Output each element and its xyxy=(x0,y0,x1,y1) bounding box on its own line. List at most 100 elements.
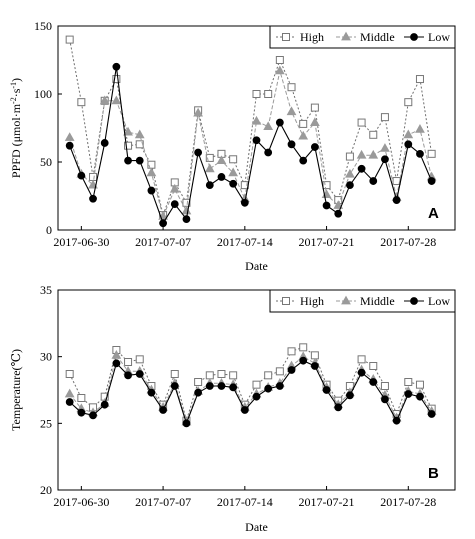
data-point-low xyxy=(404,140,413,149)
y-tick-label: 35 xyxy=(40,283,52,297)
data-point-high xyxy=(135,140,144,149)
series-high xyxy=(65,35,436,220)
data-point-low xyxy=(357,368,366,377)
data-point-middle xyxy=(345,168,355,178)
data-point-low xyxy=(135,156,144,165)
data-point-middle xyxy=(216,155,227,165)
data-point-low xyxy=(194,148,203,157)
data-point-low xyxy=(381,155,389,164)
data-point-middle xyxy=(380,143,390,152)
data-point-middle xyxy=(134,129,145,139)
data-point-low xyxy=(65,398,74,406)
data-point-high xyxy=(380,382,389,390)
data-point-high xyxy=(65,370,74,378)
data-point-low xyxy=(416,392,424,401)
data-point-middle xyxy=(123,126,133,136)
data-point-middle xyxy=(111,95,122,105)
data-point-low xyxy=(346,181,354,190)
data-point-low xyxy=(217,382,226,390)
data-point-low xyxy=(392,196,401,204)
data-point-high xyxy=(310,103,319,112)
data-point-middle xyxy=(169,183,180,193)
legend-label-high: High xyxy=(300,30,324,44)
data-point-high xyxy=(205,371,214,380)
data-point-high xyxy=(77,394,86,402)
data-point-high xyxy=(124,141,133,150)
legend-marker-middle xyxy=(341,31,351,41)
data-point-high xyxy=(357,118,366,127)
panel-temperature: 20 25 30 35 2017-06-30 2017-07-07 2017-07-14 20… xyxy=(9,283,456,534)
data-point-low xyxy=(77,171,86,180)
legend-label-low: Low xyxy=(428,294,450,308)
data-point-high xyxy=(322,181,331,190)
data-point-low xyxy=(124,156,132,165)
data-point-low xyxy=(240,198,249,207)
data-point-low xyxy=(229,383,238,392)
data-point-low xyxy=(100,139,109,147)
data-point-middle xyxy=(333,200,344,209)
y-tick-label: 0 xyxy=(46,223,52,237)
data-point-high xyxy=(135,355,144,364)
x-axis-label: Date xyxy=(245,259,268,273)
data-point-middle xyxy=(193,107,204,117)
series-high xyxy=(65,343,436,425)
legend-label-middle: Middle xyxy=(360,294,395,308)
data-point-low xyxy=(229,179,238,188)
data-point-high xyxy=(299,343,308,352)
panel-letter: B xyxy=(428,465,439,482)
data-point-middle xyxy=(274,65,285,75)
data-point-high xyxy=(415,75,424,84)
data-point-high xyxy=(369,130,378,139)
legend-label-middle: Middle xyxy=(360,30,395,44)
data-point-low xyxy=(112,359,121,368)
data-point-low xyxy=(194,388,203,397)
legend-marker-high xyxy=(282,33,290,41)
x-tick-label: 2017-07-21 xyxy=(299,235,355,249)
legend: High Middle Low xyxy=(269,289,456,313)
data-point-low xyxy=(299,356,308,365)
data-point-high xyxy=(65,35,74,44)
x-tick-label: 2017-06-30 xyxy=(53,495,109,509)
data-point-high xyxy=(229,371,238,380)
data-point-high xyxy=(357,355,366,364)
data-point-high xyxy=(380,113,389,122)
panel-ppfd: 0 50 100 150 2017-06-30 2017-07-07 2017-07-14 2… xyxy=(9,19,456,273)
data-point-low xyxy=(416,149,424,158)
data-point-middle xyxy=(368,149,379,159)
data-point-high xyxy=(275,367,284,376)
data-point-low xyxy=(310,143,319,151)
data-point-low xyxy=(322,386,331,394)
data-point-low xyxy=(240,406,249,414)
series-low xyxy=(65,356,436,428)
data-point-middle xyxy=(228,167,239,177)
data-point-low xyxy=(182,215,191,224)
data-point-low xyxy=(147,186,156,195)
data-point-middle xyxy=(111,350,122,359)
data-point-low xyxy=(124,371,132,380)
series-middle xyxy=(64,350,437,426)
data-point-low xyxy=(112,62,121,71)
series-line-low xyxy=(69,66,433,225)
data-point-low xyxy=(89,411,97,420)
data-point-middle xyxy=(181,205,192,215)
data-point-low xyxy=(357,164,366,173)
data-point-middle xyxy=(99,95,110,105)
data-point-low xyxy=(182,419,191,428)
series-line-low xyxy=(69,360,433,425)
y-tick-label: 50 xyxy=(40,155,52,169)
data-point-high xyxy=(310,351,319,360)
data-point-high xyxy=(345,152,354,161)
y-tick-label: 20 xyxy=(40,483,52,497)
data-point-middle xyxy=(403,129,414,139)
x-tick-label: 2017-07-14 xyxy=(217,235,273,249)
data-point-low xyxy=(170,382,179,390)
data-point-low xyxy=(275,382,284,390)
data-point-low xyxy=(287,366,296,374)
y-tick-label: 150 xyxy=(34,19,52,33)
data-point-low xyxy=(392,416,401,425)
data-point-low xyxy=(147,388,156,397)
y-axis-label: PPFD (μmol·m-2·s-1) xyxy=(9,78,24,178)
x-tick-label: 2017-07-21 xyxy=(299,495,355,509)
data-point-high xyxy=(217,370,226,378)
data-point-middle xyxy=(64,132,75,141)
